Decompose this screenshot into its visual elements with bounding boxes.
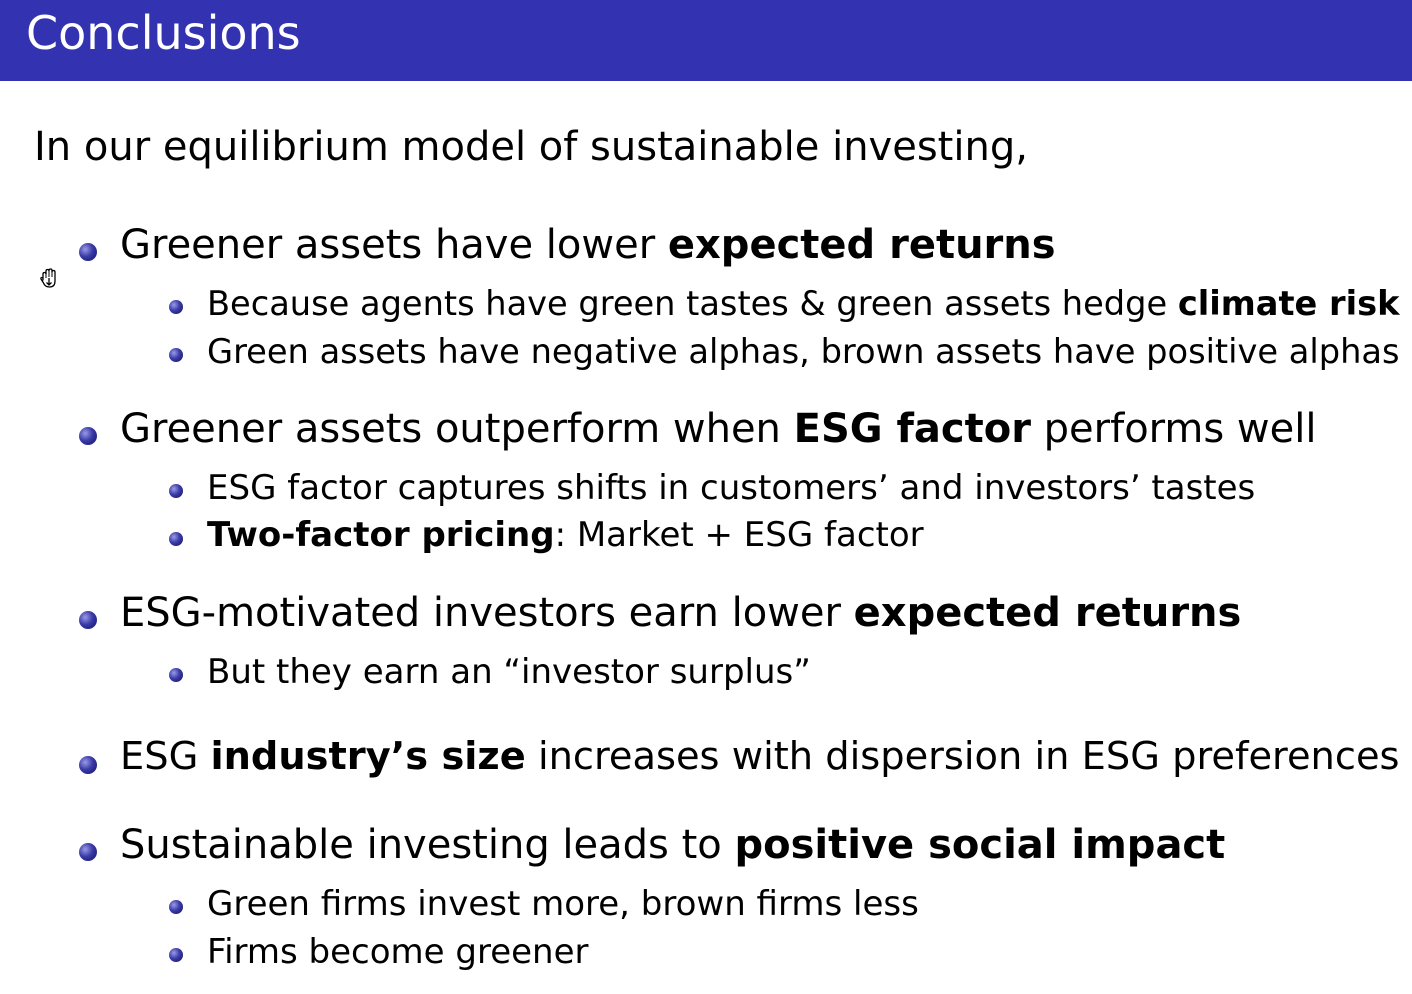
bullet-icon (79, 843, 97, 861)
sub-bullet-icon (169, 668, 183, 682)
point-5-sub-1: Green firms invest more, brown firms les… (207, 884, 919, 924)
intro-text: In our equilibrium model of sustainable … (34, 124, 1028, 170)
hand-cursor-icon (40, 268, 56, 288)
point-3: ESG-motivated investors earn lower expec… (120, 590, 1242, 636)
point-2: Greener assets outperform when ESG facto… (120, 406, 1317, 452)
sub-bullet-icon (169, 484, 183, 498)
bullet-icon (79, 427, 97, 445)
point-3-sub-1: But they earn an “investor surplus” (207, 652, 811, 692)
title-bar: Conclusions (0, 0, 1412, 81)
bullet-icon (79, 243, 97, 261)
sub-bullet-icon (169, 900, 183, 914)
point-1-sub-1: Because agents have green tastes & green… (207, 284, 1400, 323)
sub-bullet-icon (169, 300, 183, 314)
sub-bullet-icon (169, 348, 183, 362)
point-1-sub-2: Green assets have negative alphas, brown… (207, 332, 1400, 371)
point-2-sub-1: ESG factor captures shifts in customers’… (207, 468, 1256, 508)
point-4: ESG industry’s size increases with dispe… (120, 734, 1400, 779)
point-5-sub-2: Firms become greener (207, 932, 589, 972)
point-1: Greener assets have lower expected retur… (120, 222, 1056, 268)
sub-bullet-icon (169, 532, 183, 546)
sub-bullet-icon (169, 948, 183, 962)
bullet-icon (79, 611, 97, 629)
point-2-sub-2: Two-factor pricing: Market + ESG factor (207, 515, 924, 555)
point-5: Sustainable investing leads to positive … (120, 822, 1226, 868)
slide-title: Conclusions (26, 6, 301, 60)
bullet-icon (79, 756, 97, 774)
